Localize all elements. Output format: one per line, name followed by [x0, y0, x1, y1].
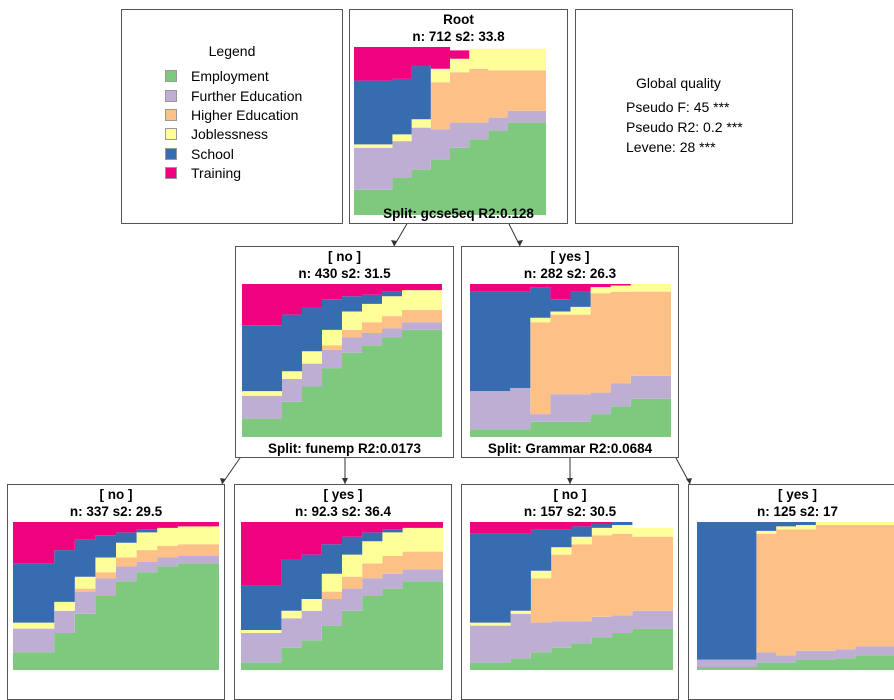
node-stats: n: 712 s2: 33.8: [412, 29, 505, 44]
area-further-education: [470, 610, 673, 663]
arrowhead-no-no: [220, 478, 226, 484]
arrowhead-yes-no: [567, 478, 573, 484]
legend-label: School: [191, 146, 234, 162]
area-school: [242, 290, 442, 392]
area-training: [470, 284, 671, 300]
area-higher-education: [241, 551, 443, 633]
arrowhead-root-yes: [517, 240, 523, 246]
legend-label: Joblessness: [191, 126, 269, 142]
area-joblessness: [13, 526, 219, 629]
node-label: [ no ]: [328, 249, 361, 264]
node-label: [ no ]: [99, 487, 133, 502]
legend-label: Further Education: [191, 88, 303, 104]
node-no-yes: [ yes ] n: 92.3 s2: 36.4: [234, 484, 452, 700]
legend-swatch: [165, 148, 177, 160]
legend-swatch: [165, 167, 177, 179]
area-higher-education: [470, 533, 673, 626]
node-split: Split: Grammar R2:0.0684: [487, 441, 653, 456]
node-split: Split: gcse5eq R2:0.128: [383, 206, 534, 221]
legend-swatch: [165, 128, 177, 140]
area-further-education: [354, 110, 546, 190]
legend-item-joblessness: Joblessness: [165, 126, 269, 142]
area-training: [242, 284, 442, 326]
area-higher-education: [470, 291, 671, 415]
area-higher-education: [697, 525, 894, 660]
node-label: [ yes ]: [550, 249, 590, 264]
area-employment: [354, 122, 546, 215]
arrowhead-no-yes: [342, 478, 348, 484]
node-label: [ yes ]: [323, 487, 363, 502]
legend-swatch: [165, 90, 177, 102]
state-distribution-plot: [697, 522, 894, 670]
area-school: [697, 522, 894, 660]
state-distribution-plot: [13, 522, 219, 670]
area-employment: [13, 563, 219, 670]
node-label: [ yes ]: [777, 487, 818, 502]
node-stats: n: 337 s2: 29.5: [69, 504, 163, 519]
legend-box: Legend Employment Further Education High…: [121, 9, 343, 224]
state-distribution-plot: [242, 284, 442, 437]
node-label: [ no ]: [553, 487, 587, 502]
node-stats: n: 92.3 s2: 36.4: [294, 504, 392, 519]
area-further-education: [470, 375, 671, 430]
area-higher-education: [354, 68, 546, 148]
global-quality-box: Global quality Pseudo F: 45 *** Pseudo R…: [575, 9, 793, 224]
area-joblessness: [241, 527, 443, 633]
area-further-education: [13, 556, 219, 653]
node-stats: n: 430 s2: 31.5: [298, 266, 391, 281]
legend-swatch: [165, 70, 177, 82]
legend-label: Higher Education: [191, 107, 299, 123]
quality-levene: Levene: 28 ***: [626, 139, 716, 155]
quality-pseudo-f: Pseudo F: 45 ***: [626, 99, 730, 115]
arrowhead-yes-yes: [686, 478, 692, 484]
area-training: [470, 522, 673, 534]
node-stats: n: 157 s2: 30.5: [523, 504, 617, 519]
node-yes-yes: [ yes ] n: 125 s2: 17: [688, 484, 894, 700]
area-joblessness: [470, 525, 673, 626]
area-school: [13, 526, 219, 623]
legend-item-employment: Employment: [165, 68, 269, 84]
state-distribution-plot: [470, 522, 673, 670]
area-school: [241, 527, 443, 630]
node-no-no: [ no ] n: 337 s2: 29.5: [7, 484, 225, 700]
node-stats: n: 282 s2: 26.3: [523, 266, 617, 281]
node-yes: [ yes ] n: 282 s2: 26.3 Split: Grammar R…: [461, 246, 679, 458]
legend-item-training: Training: [165, 165, 242, 181]
node-split: Split: funemp R2:0.0173: [267, 441, 422, 456]
area-higher-education: [242, 310, 442, 396]
area-employment: [470, 628, 673, 670]
state-distribution-plot: [470, 284, 671, 437]
node-label: Root: [443, 12, 474, 27]
legend-label: Employment: [191, 68, 269, 84]
state-distribution-plot: [354, 47, 546, 215]
node-no: [ no ] n: 430 s2: 31.5 Split: funemp R2:…: [235, 246, 454, 458]
node-yes-no: [ no ] n: 157 s2: 30.5: [461, 484, 679, 700]
area-employment: [470, 398, 671, 437]
quality-title: Global quality: [636, 75, 721, 91]
area-further-education: [697, 646, 894, 667]
area-further-education: [241, 569, 443, 663]
node-stats: n: 125 s2: 17: [756, 504, 839, 519]
legend-title: Legend: [208, 43, 256, 59]
area-training: [241, 522, 443, 586]
area-training: [354, 47, 546, 81]
area-school: [354, 48, 546, 145]
arrowhead-root-no: [391, 240, 397, 246]
area-further-education: [242, 322, 442, 419]
legend-swatch: [165, 109, 177, 121]
legend-label: Training: [191, 165, 242, 181]
state-distribution-plot: [241, 522, 443, 670]
area-employment: [242, 329, 442, 437]
area-joblessness: [242, 290, 442, 396]
quality-pseudo-r2: Pseudo R2: 0.2 ***: [626, 119, 743, 135]
node-root: Root n: 712 s2: 33.8 Split: gcse5eq R2:0…: [349, 9, 568, 224]
legend-item-higher-education: Higher Education: [165, 107, 299, 123]
area-school: [470, 284, 671, 392]
legend-item-school: School: [165, 146, 234, 162]
legend-item-further-education: Further Education: [165, 88, 303, 104]
area-training: [13, 522, 219, 564]
area-school: [470, 522, 673, 623]
